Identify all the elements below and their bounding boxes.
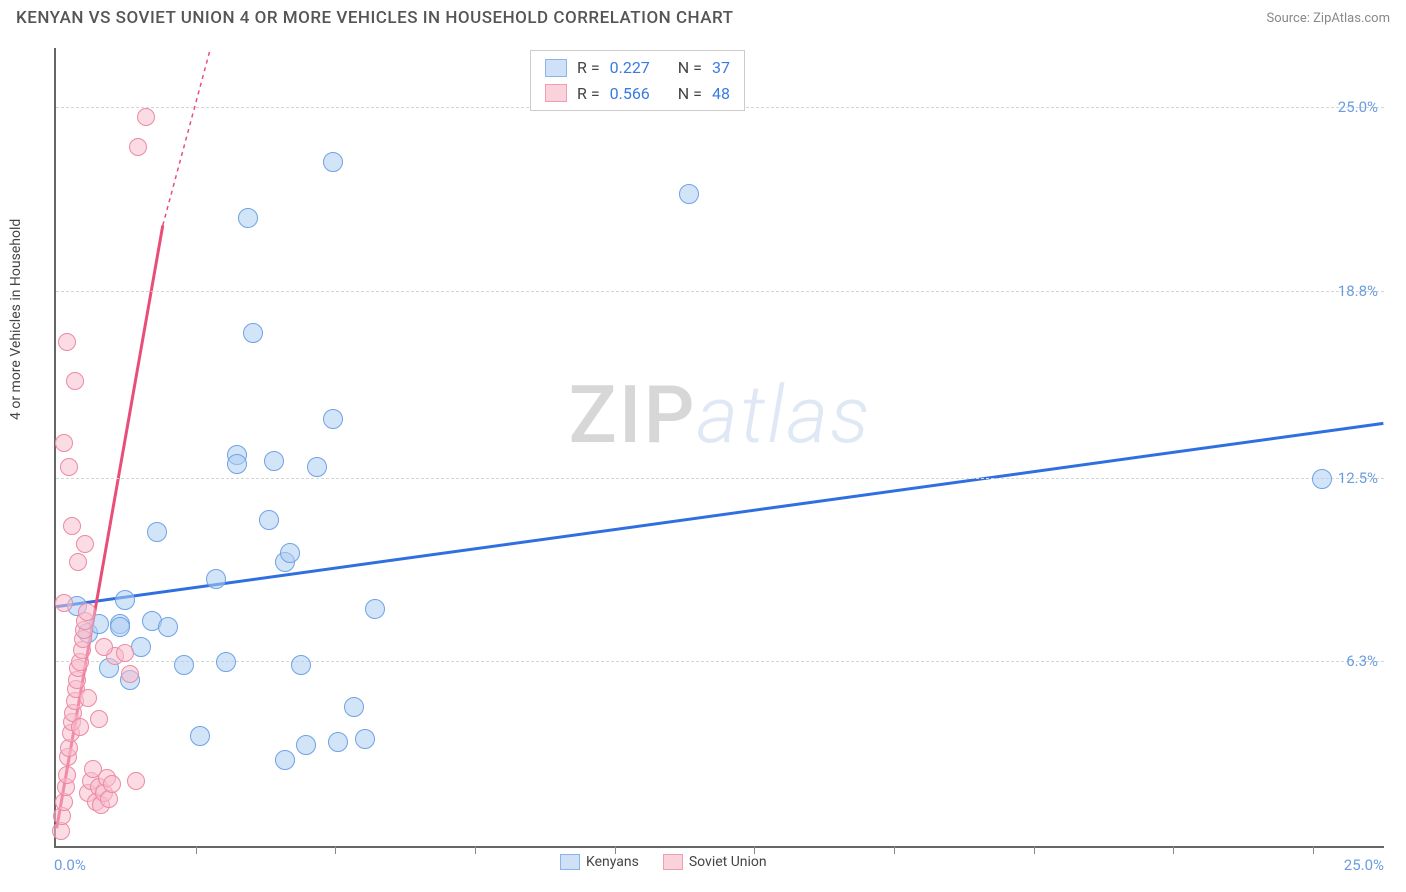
x-tick — [754, 846, 755, 854]
data-point — [275, 750, 295, 770]
source-link[interactable]: ZipAtlas.com — [1313, 11, 1390, 26]
data-point — [355, 729, 375, 749]
data-point — [103, 775, 121, 793]
legend-swatch — [545, 59, 567, 77]
data-point — [115, 590, 135, 610]
data-point — [174, 655, 194, 675]
r-label: R = — [577, 55, 600, 81]
series-legend: Kenyans Soviet Union — [560, 854, 767, 870]
x-tick — [1173, 846, 1174, 854]
data-point — [190, 726, 210, 746]
gridline — [56, 661, 1384, 662]
source-attribution: Source: ZipAtlas.com — [1266, 11, 1390, 26]
data-point — [79, 689, 97, 707]
x-tick — [1313, 846, 1314, 854]
data-point — [66, 372, 84, 390]
data-point — [328, 732, 348, 752]
data-point — [344, 697, 364, 717]
data-point — [137, 108, 155, 126]
trend-line-extension — [163, 48, 211, 225]
trend-lines-layer — [56, 48, 1384, 846]
data-point — [63, 517, 81, 535]
data-point — [307, 457, 327, 477]
x-axis-max-label: 25.0% — [1344, 856, 1384, 874]
data-point — [206, 569, 226, 589]
data-point — [90, 710, 108, 728]
data-point — [679, 184, 699, 204]
y-tick-label: 18.8% — [1338, 282, 1378, 300]
data-point — [291, 655, 311, 675]
x-tick — [475, 846, 476, 854]
x-tick — [1034, 846, 1035, 854]
data-point — [76, 535, 94, 553]
data-point — [78, 603, 96, 621]
data-point — [58, 333, 76, 351]
x-tick — [196, 846, 197, 854]
data-point — [296, 735, 316, 755]
correlation-legend: R = 0.227 N = 37 R = 0.566 N = 48 — [530, 50, 745, 111]
n-label: N = — [678, 81, 702, 107]
n-value: 48 — [712, 81, 730, 107]
r-label: R = — [577, 81, 600, 107]
legend-swatch — [545, 84, 567, 102]
legend-row: R = 0.566 N = 48 — [545, 81, 730, 107]
y-tick-label: 6.3% — [1346, 652, 1378, 670]
legend-label: Kenyans — [586, 854, 639, 870]
data-point — [1312, 469, 1332, 489]
data-point — [216, 652, 236, 672]
data-point — [264, 451, 284, 471]
gridline — [56, 291, 1384, 292]
data-point — [60, 458, 78, 476]
legend-row: R = 0.227 N = 37 — [545, 55, 730, 81]
data-point — [243, 323, 263, 343]
data-point — [71, 718, 89, 736]
n-value: 37 — [712, 55, 730, 81]
y-tick-label: 25.0% — [1338, 98, 1378, 116]
legend-swatch — [663, 854, 683, 870]
y-tick-label: 12.5% — [1338, 469, 1378, 487]
data-point — [55, 434, 73, 452]
x-tick — [335, 846, 336, 854]
data-point — [116, 644, 134, 662]
data-point — [121, 665, 139, 683]
data-point — [110, 617, 130, 637]
data-point — [147, 522, 167, 542]
data-point — [158, 617, 178, 637]
legend-swatch — [560, 854, 580, 870]
r-value: 0.566 — [610, 81, 650, 107]
data-point — [127, 772, 145, 790]
n-label: N = — [678, 55, 702, 81]
data-point — [55, 594, 73, 612]
legend-item: Kenyans — [560, 854, 639, 870]
legend-item: Soviet Union — [663, 854, 767, 870]
data-point — [280, 543, 300, 563]
data-point — [95, 638, 113, 656]
r-value: 0.227 — [610, 55, 650, 81]
x-tick — [894, 846, 895, 854]
data-point — [69, 553, 87, 571]
scatter-chart: ZIPatlas 6.3%12.5%18.8%25.0% — [54, 48, 1384, 848]
data-point — [227, 454, 247, 474]
trend-line — [57, 423, 1384, 606]
x-tick — [615, 846, 616, 854]
data-point — [259, 510, 279, 530]
data-point — [323, 152, 343, 172]
data-point — [58, 766, 76, 784]
data-point — [365, 599, 385, 619]
data-point — [129, 138, 147, 156]
x-axis-origin-label: 0.0% — [54, 856, 86, 874]
chart-title: KENYAN VS SOVIET UNION 4 OR MORE VEHICLE… — [16, 8, 734, 28]
gridline — [56, 478, 1384, 479]
y-axis-label: 4 or more Vehicles in Household — [8, 219, 24, 420]
data-point — [323, 409, 343, 429]
legend-label: Soviet Union — [689, 854, 767, 870]
source-prefix: Source: — [1266, 11, 1313, 26]
data-point — [238, 208, 258, 228]
data-point — [131, 637, 151, 657]
